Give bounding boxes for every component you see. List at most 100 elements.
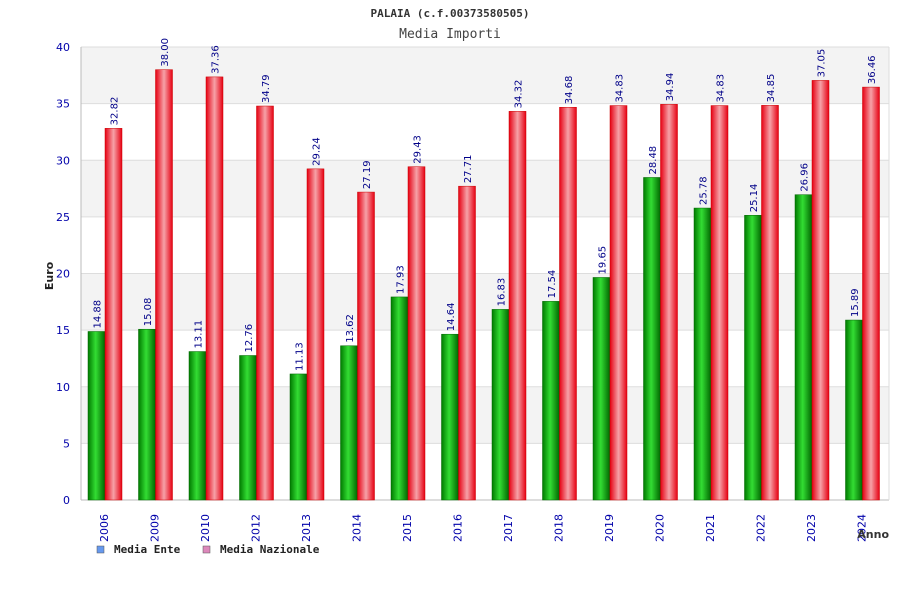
legend-label: Media Nazionale bbox=[220, 543, 320, 556]
bar-media-nazionale bbox=[205, 76, 224, 501]
bar-media-ente bbox=[239, 355, 257, 501]
x-tick-labels: 2006 2009 2010 2012 2013 2014 2015 2016 2017 2018… bbox=[98, 514, 869, 542]
bar-value-label: 34.68 bbox=[564, 76, 575, 105]
x-tick-label: 2016 bbox=[452, 514, 465, 542]
bar-value-label: 11.13 bbox=[295, 342, 306, 371]
y-tick-label: 15 bbox=[56, 324, 70, 337]
legend: Media Ente Media Nazionale bbox=[96, 543, 320, 556]
bar-value-label: 16.83 bbox=[497, 278, 508, 307]
bar-media-nazionale bbox=[407, 166, 426, 501]
bar-value-label: 17.54 bbox=[547, 270, 558, 299]
bars-group bbox=[87, 69, 880, 501]
bar-value-label: 34.79 bbox=[261, 74, 272, 103]
x-tick-label: 2024 bbox=[856, 514, 869, 542]
bar-value-label: 28.48 bbox=[648, 146, 659, 175]
x-tick-label: 2018 bbox=[553, 514, 566, 542]
bar-media-ente bbox=[491, 309, 510, 501]
bar-value-label: 38.00 bbox=[160, 38, 171, 67]
bar-media-ente bbox=[643, 177, 661, 501]
bar-value-label: 25.78 bbox=[699, 176, 710, 205]
bar-labels-group: 14.88 32.82 15.08 38.00 13.11 37.36 12.76 34.79… bbox=[93, 38, 879, 371]
bar-media-ente bbox=[845, 319, 863, 501]
bar-value-label: 29.24 bbox=[312, 137, 323, 166]
bar-value-label: 34.85 bbox=[766, 74, 777, 103]
bar-value-label: 13.11 bbox=[194, 320, 205, 349]
bar-value-label: 34.83 bbox=[716, 74, 727, 103]
bar-value-label: 36.46 bbox=[867, 55, 878, 84]
x-tick-label: 2010 bbox=[199, 514, 212, 542]
y-tick-label: 30 bbox=[56, 154, 70, 167]
x-tick-label: 2012 bbox=[250, 514, 263, 542]
bar-media-nazionale bbox=[609, 105, 628, 501]
bar-value-label: 29.43 bbox=[413, 135, 424, 164]
x-tick-label: 2015 bbox=[401, 514, 414, 542]
x-tick-label: 2009 bbox=[149, 514, 162, 542]
bar-value-label: 37.05 bbox=[817, 49, 828, 78]
bar-media-ente bbox=[744, 215, 762, 501]
bar-value-label: 34.32 bbox=[514, 80, 525, 109]
bar-value-label: 15.08 bbox=[143, 298, 154, 327]
x-tick-label: 2013 bbox=[300, 514, 313, 542]
x-tick-label: 2019 bbox=[603, 514, 616, 542]
bar-value-label: 34.83 bbox=[615, 74, 626, 103]
bar-media-ente bbox=[340, 345, 358, 501]
bar-media-ente bbox=[289, 373, 308, 501]
bar-media-nazionale bbox=[357, 191, 375, 501]
x-tick-label: 2021 bbox=[704, 514, 717, 542]
bar-media-nazionale bbox=[710, 105, 729, 501]
bar-value-label: 13.62 bbox=[345, 314, 356, 343]
bar-media-nazionale bbox=[508, 111, 527, 501]
chart-title: PALAIA (c.f.00373580505) bbox=[371, 7, 530, 20]
bar-media-nazionale bbox=[761, 105, 779, 501]
bar-value-label: 37.36 bbox=[211, 45, 222, 74]
x-tick-label: 2006 bbox=[98, 514, 111, 542]
bar-media-ente bbox=[441, 333, 459, 501]
x-axis-label: Anno bbox=[857, 528, 889, 541]
bar-media-nazionale bbox=[306, 168, 325, 501]
legend-swatch bbox=[96, 545, 105, 554]
bar-media-nazionale bbox=[559, 106, 577, 501]
y-tick-labels: 0 5 10 15 20 25 30 35 40 bbox=[56, 41, 70, 507]
y-tick-label: 20 bbox=[56, 268, 70, 281]
bar-media-ente bbox=[390, 296, 409, 501]
bar-media-ente bbox=[87, 331, 106, 501]
y-tick-label: 5 bbox=[63, 437, 70, 450]
bar-value-label: 25.14 bbox=[749, 184, 760, 213]
bar-media-ente bbox=[542, 301, 560, 501]
bar-value-label: 14.64 bbox=[446, 303, 457, 332]
bar-media-ente bbox=[693, 207, 712, 501]
bar-media-nazionale bbox=[256, 105, 274, 501]
y-tick-label: 40 bbox=[56, 41, 70, 54]
y-tick-label: 35 bbox=[56, 98, 70, 111]
bar-value-label: 32.82 bbox=[110, 97, 121, 126]
bar-media-nazionale bbox=[458, 185, 476, 501]
bar-value-label: 27.19 bbox=[362, 160, 373, 189]
bar-media-nazionale bbox=[862, 86, 880, 501]
legend-label: Media Ente bbox=[114, 543, 181, 556]
bar-media-ente bbox=[138, 328, 156, 501]
bar-value-label: 15.89 bbox=[850, 288, 861, 317]
bar-value-label: 19.65 bbox=[598, 246, 609, 275]
bar-value-label: 34.94 bbox=[665, 73, 676, 102]
bar-media-nazionale bbox=[104, 128, 123, 501]
bar-media-ente bbox=[188, 351, 207, 501]
bar-value-label: 27.71 bbox=[463, 155, 474, 184]
chart-subtitle: Media Importi bbox=[399, 27, 501, 42]
legend-swatch bbox=[202, 545, 211, 554]
bar-media-nazionale bbox=[155, 69, 173, 501]
bar-value-label: 12.76 bbox=[244, 324, 255, 353]
x-tick-label: 2014 bbox=[351, 514, 364, 542]
x-tick-label: 2017 bbox=[502, 514, 515, 542]
bar-media-nazionale bbox=[811, 80, 830, 501]
bar-media-ente bbox=[592, 277, 611, 501]
bar-value-label: 14.88 bbox=[93, 300, 104, 329]
y-tick-label: 10 bbox=[56, 381, 70, 394]
x-tick-label: 2020 bbox=[654, 514, 667, 542]
y-axis-label: Euro bbox=[43, 261, 56, 290]
bar-value-label: 17.93 bbox=[396, 265, 407, 294]
y-tick-label: 25 bbox=[56, 211, 70, 224]
bar-value-label: 26.96 bbox=[800, 163, 811, 192]
x-tick-label: 2023 bbox=[805, 514, 818, 542]
x-tick-label: 2022 bbox=[755, 514, 768, 542]
